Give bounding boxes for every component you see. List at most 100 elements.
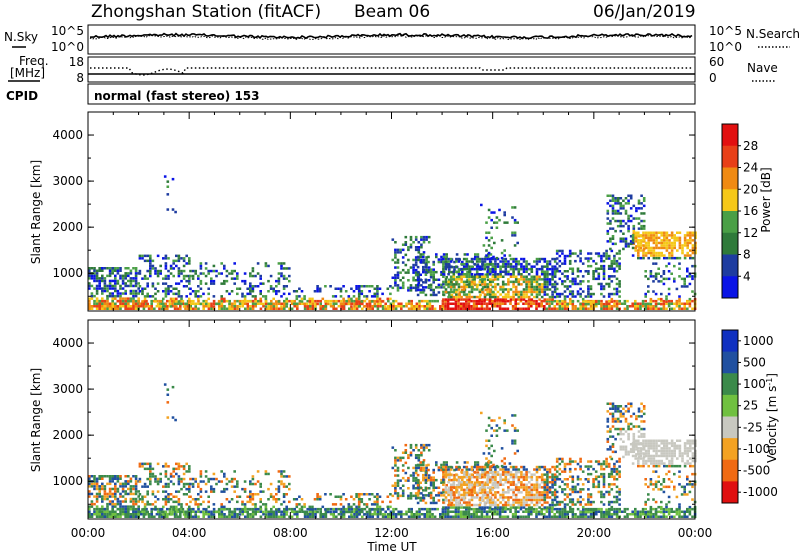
power-cell [468, 280, 471, 284]
velocity-cell [230, 498, 234, 501]
velocity-cell [509, 510, 512, 513]
power-cell [106, 287, 109, 290]
velocity-cell [558, 515, 562, 518]
power-cell [616, 197, 620, 200]
velocity-cell [424, 501, 428, 505]
power-cell [517, 293, 521, 296]
power-cell [488, 257, 492, 261]
power-cell [632, 229, 636, 233]
power-cell [619, 237, 623, 240]
power-cell [444, 302, 447, 305]
velocity-cell [675, 510, 679, 513]
power-cell [121, 297, 125, 300]
power-cell [280, 305, 283, 308]
power-cell [663, 239, 666, 242]
velocity-cell [264, 470, 268, 473]
velocity-cell [185, 482, 188, 486]
velocity-cell [474, 481, 477, 484]
power-cell [447, 257, 450, 261]
power-cell [660, 302, 663, 306]
power-cell [520, 293, 523, 296]
power-cell [602, 302, 606, 306]
power-cell [457, 285, 461, 289]
power-cell [186, 307, 190, 310]
power-cell [427, 279, 431, 282]
power-cell [517, 267, 521, 271]
velocity-cell [488, 465, 492, 469]
power-cell [205, 302, 208, 305]
power-cell [416, 286, 420, 289]
power-cell [427, 286, 430, 289]
velocity-cell [90, 500, 94, 503]
velocity-cell [101, 510, 104, 513]
velocity-cell [478, 503, 482, 507]
velocity-cell [499, 468, 502, 471]
velocity-cell [615, 510, 619, 513]
power-cell [538, 298, 541, 301]
velocity-cell [106, 513, 109, 516]
velocity-cell [342, 515, 346, 518]
power-cell [420, 243, 423, 246]
power-cell [119, 297, 122, 300]
power-cell [503, 211, 506, 214]
power-cell [470, 305, 473, 308]
velocity-cell [342, 507, 346, 511]
power-cell [379, 299, 382, 303]
velocity-cell [288, 515, 291, 518]
y-tick-label: 3000 [52, 174, 83, 188]
power-cell [348, 307, 351, 310]
power-cell [262, 295, 265, 298]
velocity-cell [654, 507, 658, 511]
power-cell [634, 307, 637, 310]
velocity-cell [435, 463, 438, 467]
velocity-cell [129, 492, 133, 496]
power-cell [462, 280, 466, 284]
power-cell [114, 287, 117, 290]
power-cell [244, 302, 247, 305]
velocity-cell [673, 515, 676, 518]
power-cell [453, 260, 456, 264]
power-cell [249, 300, 252, 303]
power-cell [688, 275, 692, 278]
power-cell [396, 286, 400, 290]
power-cell [285, 285, 288, 288]
power-cell [422, 286, 425, 289]
power-cell [103, 289, 107, 293]
power-cell [480, 299, 484, 303]
power-cell [553, 260, 557, 263]
velocity-cell [473, 491, 476, 494]
velocity-cell [641, 510, 645, 513]
power-cell [479, 288, 482, 292]
velocity-cell [111, 475, 114, 478]
power-cell [629, 194, 633, 197]
velocity-cell [285, 513, 288, 516]
velocity-cell [419, 468, 422, 472]
power-cell [555, 302, 559, 306]
power-cell [496, 265, 500, 268]
power-cell [442, 283, 445, 286]
velocity-cell [194, 515, 198, 518]
power-cell [427, 241, 431, 244]
power-cell [324, 307, 328, 310]
power-cell [462, 275, 466, 278]
velocity-cell [470, 468, 474, 471]
power-cell [405, 302, 408, 305]
velocity-cell [608, 510, 611, 513]
power-cell [420, 284, 423, 287]
power-cell [522, 275, 526, 278]
velocity-cell [184, 515, 187, 518]
power-cell [121, 282, 125, 285]
velocity-cell [93, 485, 96, 488]
velocity-cell [427, 492, 431, 495]
velocity-cell [88, 505, 91, 508]
velocity-cell [140, 513, 143, 516]
power-cell [496, 262, 500, 266]
power-cell [496, 275, 500, 278]
power-cell [249, 282, 252, 285]
power-cell [538, 288, 541, 291]
power-cell [652, 241, 656, 245]
power-cell [169, 285, 173, 288]
velocity-cell [457, 486, 461, 489]
power-cell [449, 265, 453, 268]
velocity-cell [440, 463, 443, 467]
